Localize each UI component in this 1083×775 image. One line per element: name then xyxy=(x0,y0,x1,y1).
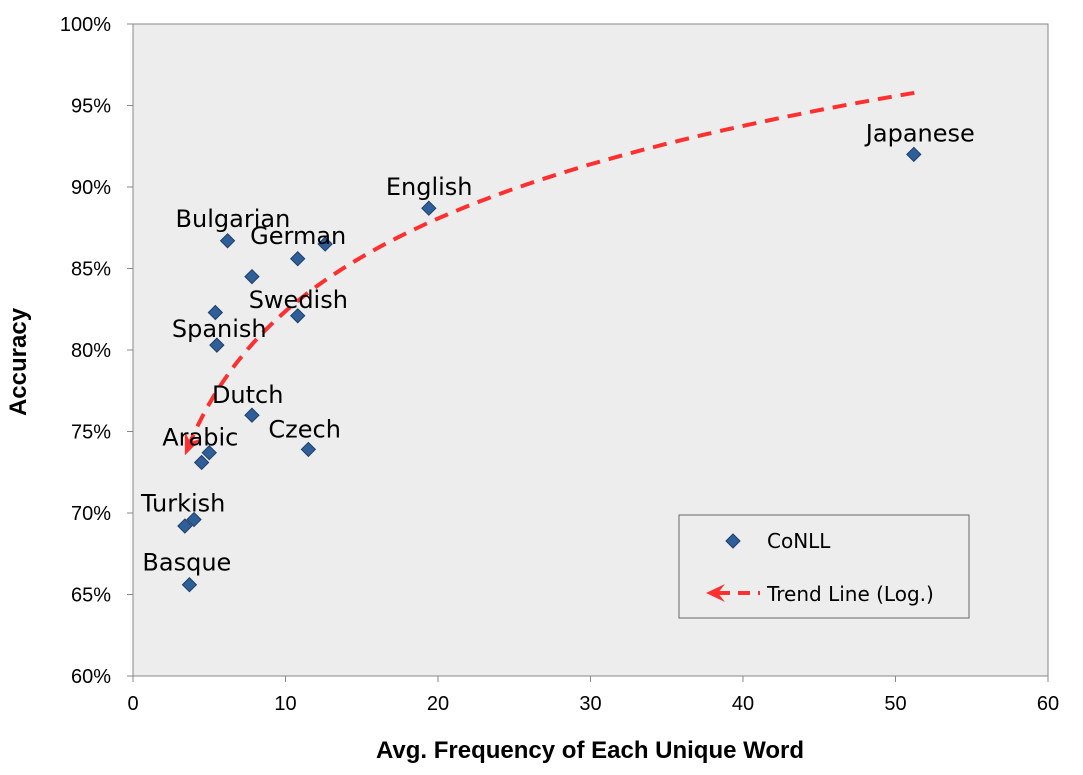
x-axis-ticks: 0 10 20 30 40 50 60 xyxy=(127,676,1059,715)
data-point xyxy=(193,454,210,471)
data-point xyxy=(300,441,317,458)
y-tick-label: 70% xyxy=(71,503,111,525)
data-point xyxy=(177,518,193,534)
y-tick-label: 100% xyxy=(60,14,111,36)
data-point xyxy=(906,146,922,163)
y-tick-label: 85% xyxy=(71,259,111,281)
x-tick-label: 20 xyxy=(427,693,449,715)
data-point xyxy=(219,233,236,249)
y-tick-label: 95% xyxy=(71,96,111,118)
data-point xyxy=(289,308,306,324)
x-tick-label: 50 xyxy=(884,693,906,715)
x-tick-label: 0 xyxy=(127,693,138,715)
trend-line-path xyxy=(186,90,919,449)
data-point xyxy=(201,444,217,461)
data-point xyxy=(244,407,260,423)
point-label: German xyxy=(250,222,346,250)
legend-label-conll: CoNLL xyxy=(767,529,831,553)
point-label: Basque xyxy=(142,549,231,577)
x-tick-label: 60 xyxy=(1037,693,1059,715)
x-tick-label: 10 xyxy=(274,693,296,715)
data-point xyxy=(209,337,225,353)
y-tick-label: 90% xyxy=(71,177,111,199)
y-tick-label: 65% xyxy=(71,585,111,607)
legend-label-trend: Trend Line (Log.) xyxy=(766,582,934,606)
point-label: English xyxy=(386,173,473,201)
point-label: Dutch xyxy=(212,381,284,409)
data-point xyxy=(317,236,333,252)
data-point xyxy=(244,268,260,285)
point-label: Japanese xyxy=(864,119,975,147)
point-label: Arabic xyxy=(162,424,238,452)
data-point xyxy=(186,511,202,528)
trend-line xyxy=(184,90,919,456)
data-point xyxy=(421,200,437,216)
trend-arrowhead-icon xyxy=(184,431,202,456)
data-points xyxy=(177,146,922,593)
data-point xyxy=(207,304,224,321)
point-label: Swedish xyxy=(249,286,348,314)
legend: CoNLL Trend Line (Log.) xyxy=(678,514,970,619)
legend-box xyxy=(678,514,970,619)
y-axis-ticks: 60% 65% 70% 75% 80% 85% 90% 95% 100% xyxy=(60,14,133,688)
data-point xyxy=(181,577,198,593)
y-axis-title: Accuracy xyxy=(5,307,32,416)
point-label: Turkish xyxy=(140,490,225,518)
x-tick-label: 40 xyxy=(732,693,754,715)
legend-diamond-icon xyxy=(725,533,741,549)
point-label: Czech xyxy=(268,415,341,443)
y-tick-label: 80% xyxy=(71,340,111,362)
point-label: Bulgarian xyxy=(176,205,291,233)
legend-arrowhead-icon xyxy=(706,584,725,602)
data-point xyxy=(289,251,306,267)
x-axis-title: Avg. Frequency of Each Unique Word xyxy=(376,737,804,764)
point-label: Spanish xyxy=(172,315,267,343)
y-tick-label: 75% xyxy=(71,422,111,444)
x-tick-label: 30 xyxy=(579,693,601,715)
y-tick-label: 60% xyxy=(71,666,111,688)
